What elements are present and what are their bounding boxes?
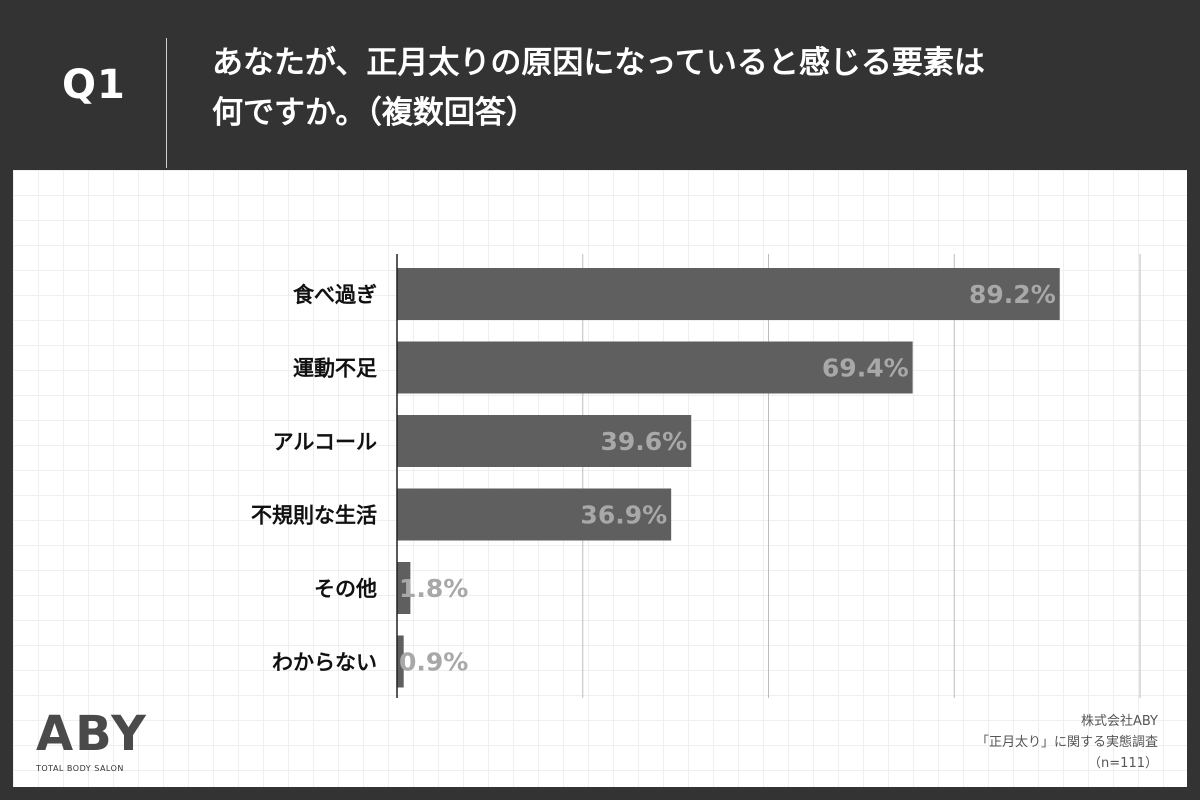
bar-3 [397,415,692,467]
source-note: 株式会社ABY 「正月太り」に関する実態調査 （n=111） [976,711,1158,774]
bar-1 [397,268,1060,320]
question-line-2: 何ですか。（複数回答） [212,95,537,131]
bar-6 [397,635,404,688]
header: Q1 あなたが、正月太りの原因になっていると感じる要素は 何ですか。（複数回答） [0,0,1200,170]
category-label-1: 食べ過ぎ [293,283,377,307]
question-line-1: あなたが、正月太りの原因になっていると感じる要素は [212,45,985,81]
question-title: あなたが、正月太りの原因になっていると感じる要素は 何ですか。（複数回答） [212,38,1172,138]
value-label-3: 39.6% [600,427,687,456]
value-label-5: 1.8% [399,574,468,603]
header-divider [166,38,167,168]
aby-logo: ABY TOTAL BODY SALON [36,708,146,778]
value-label-1: 89.2% [969,280,1056,309]
source-company: 株式会社ABY [1080,714,1158,729]
source-sample-size: （n=111） [1088,756,1158,771]
bar-5 [397,562,411,614]
category-label-5: その他 [314,577,377,601]
question-number: Q1 [62,62,126,108]
category-label-2: 運動不足 [293,357,377,381]
value-label-2: 69.4% [822,354,909,383]
category-label-3: アルコール [273,430,377,454]
logo-mark: ABY [36,706,148,762]
value-label-4: 36.9% [580,501,667,530]
category-label-4: 不規則な生活 [251,504,377,528]
bar-4 [397,488,672,541]
logo-subtitle: TOTAL BODY SALON [36,764,124,773]
source-survey: 「正月太り」に関する実態調査 [975,735,1158,750]
category-label-6: わからない [272,651,377,675]
bar-2 [397,341,913,394]
value-label-6: 0.9% [399,648,468,677]
